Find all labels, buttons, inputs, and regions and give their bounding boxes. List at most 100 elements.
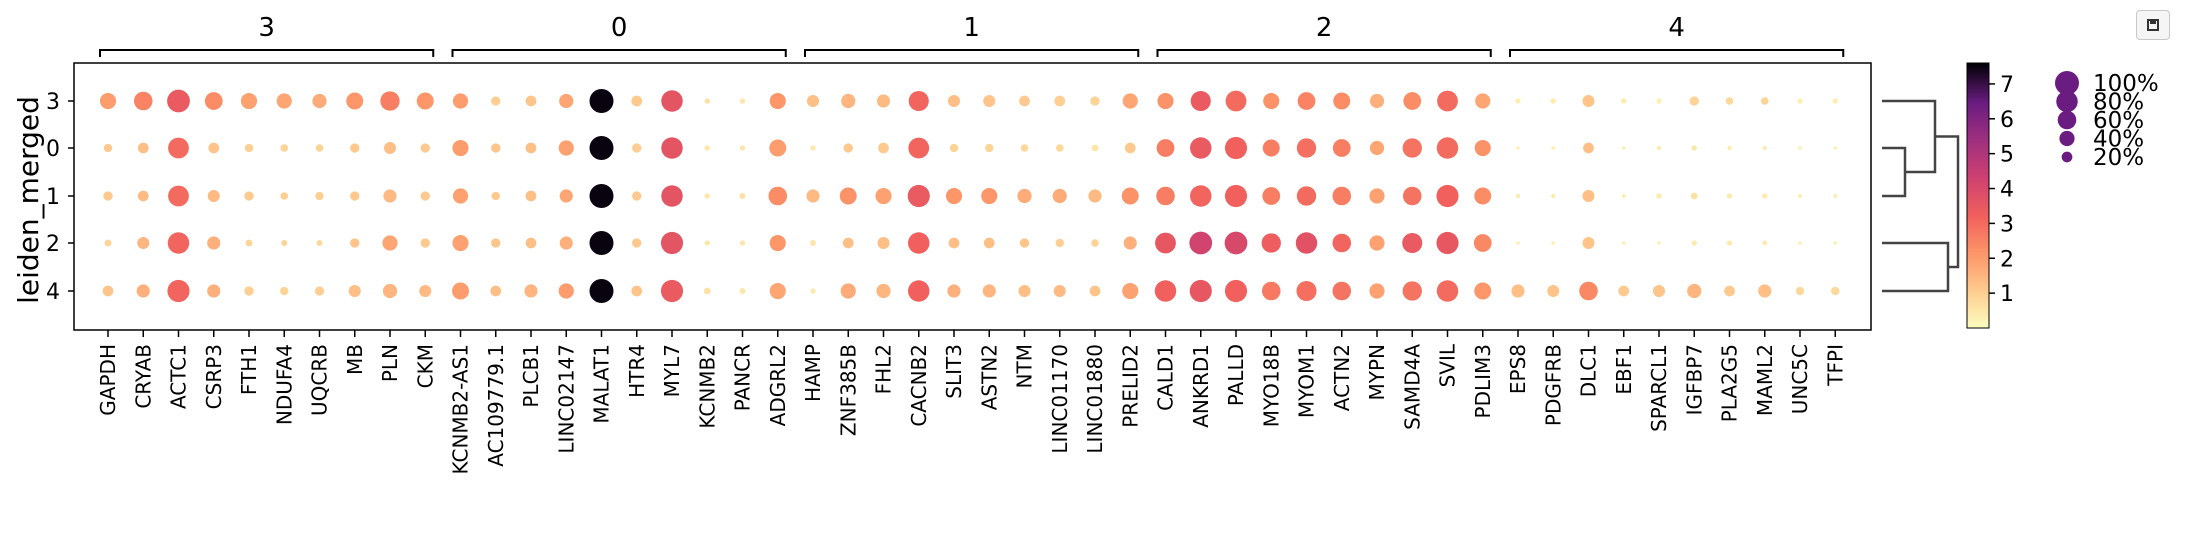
dot-marker: [167, 232, 190, 254]
dot-marker: [949, 143, 959, 153]
dot-marker: [1551, 241, 1556, 245]
dot-marker: [660, 279, 684, 303]
dot-marker: [1687, 283, 1702, 299]
x-tick-label: LINC01880: [1083, 344, 1107, 454]
dot-marker: [315, 191, 324, 201]
dot-marker: [839, 187, 857, 205]
dot-marker: [661, 137, 683, 159]
dot-marker: [1332, 281, 1352, 301]
dot-marker: [877, 237, 890, 249]
dot-marker: [810, 145, 816, 151]
dot-marker: [558, 140, 574, 156]
dot-marker: [346, 92, 364, 110]
dot-marker: [806, 189, 820, 203]
x-tick-label: UNC5C: [1788, 344, 1812, 414]
x-tick-label: CSRP3: [202, 344, 226, 409]
dot-marker: [1402, 186, 1422, 206]
dot-marker: [810, 240, 816, 246]
dot-marker: [843, 143, 853, 153]
dot-marker: [1295, 232, 1318, 254]
group-bracket: [804, 49, 1140, 57]
colorbar-tick-label: 3: [2000, 212, 2014, 237]
dot-marker: [840, 283, 856, 299]
dot-marker: [1798, 241, 1802, 245]
gene-group-brackets: 3 0 1 2 4: [99, 13, 1845, 57]
plot-frame: [73, 62, 1872, 331]
group-bracket: [451, 49, 787, 57]
dot-marker: [1515, 98, 1521, 104]
dot-marker: [1621, 98, 1627, 104]
x-tick-label: MYL7: [660, 344, 684, 397]
dot-marker: [1091, 144, 1099, 152]
dot-marker: [1657, 241, 1661, 245]
dot-marker: [1402, 138, 1422, 158]
x-tick-label: MYOM1: [1295, 344, 1319, 418]
dot-marker: [1511, 284, 1525, 298]
dot-marker: [907, 184, 930, 208]
dot-marker: [875, 187, 892, 205]
y-axis-label: leiden_merged: [12, 96, 45, 304]
dot-marker: [452, 139, 469, 157]
dot-marker: [589, 136, 614, 160]
dot-marker: [1261, 233, 1281, 253]
dot-marker: [769, 92, 786, 110]
dot-marker: [1832, 98, 1838, 104]
dot-marker: [280, 286, 289, 296]
dot-marker: [420, 191, 430, 201]
dot-marker: [1833, 193, 1838, 199]
dot-marker: [1762, 193, 1768, 199]
x-tick-label: ZNF385B: [836, 344, 860, 436]
dot-marker: [420, 238, 430, 248]
dot-marker: [348, 285, 361, 297]
dot-marker: [739, 240, 746, 246]
dot-marker: [1224, 231, 1248, 255]
dot-marker: [244, 143, 254, 153]
size-legend-label: 40%: [2093, 127, 2144, 153]
group-bracket: [1156, 49, 1492, 57]
dot-marker: [948, 95, 960, 107]
dot-marker: [1436, 184, 1459, 208]
dot-marker: [1474, 139, 1491, 157]
dot-marker: [452, 234, 469, 252]
save-figure-button[interactable]: [2136, 10, 2170, 40]
dot-marker: [1369, 235, 1385, 251]
dot-marker: [1189, 231, 1213, 255]
dot-marker: [1261, 281, 1281, 301]
x-tick-label: MYO18B: [1259, 344, 1283, 427]
dot-marker: [1831, 286, 1840, 296]
dot-marker: [452, 188, 469, 204]
size-legend-label: 80%: [2093, 90, 2144, 116]
dot-marker: [1224, 279, 1248, 303]
dot-marker: [384, 142, 396, 154]
dot-marker: [1225, 90, 1247, 112]
dot-marker: [1332, 233, 1352, 253]
dot-marker: [908, 137, 930, 159]
dot-marker: [137, 142, 149, 154]
dot-marker: [769, 234, 786, 252]
dot-marker: [1758, 284, 1772, 298]
dot-marker: [739, 145, 746, 151]
dot-marker: [1020, 144, 1029, 152]
dot-marker: [1689, 96, 1699, 106]
dot-marker: [491, 143, 501, 153]
x-tick-label: PDLIM3: [1471, 344, 1495, 418]
dot-marker: [661, 90, 683, 112]
y-tick-label: 2: [46, 232, 60, 257]
group-label: 3: [258, 13, 275, 43]
dot-marker: [1797, 193, 1803, 199]
x-tick-label: NTM: [1013, 344, 1037, 388]
dot-marker: [769, 139, 787, 157]
dot-marker: [1190, 137, 1212, 159]
dot-marker: [525, 95, 537, 107]
dot-marker: [704, 193, 710, 199]
dot-marker: [1190, 185, 1212, 207]
dot-marker: [1189, 279, 1212, 303]
dot-marker: [1224, 184, 1248, 208]
dot-marker: [1122, 93, 1138, 109]
x-tick-label: KCNMB2-AS1: [449, 344, 473, 475]
dot-marker: [1088, 189, 1102, 203]
size-legend-label: 20%: [2093, 145, 2144, 171]
dot-marker: [1262, 139, 1280, 157]
x-tick-label: ASTN2: [977, 344, 1001, 410]
x-tick-label: ADGRL2: [766, 344, 790, 426]
